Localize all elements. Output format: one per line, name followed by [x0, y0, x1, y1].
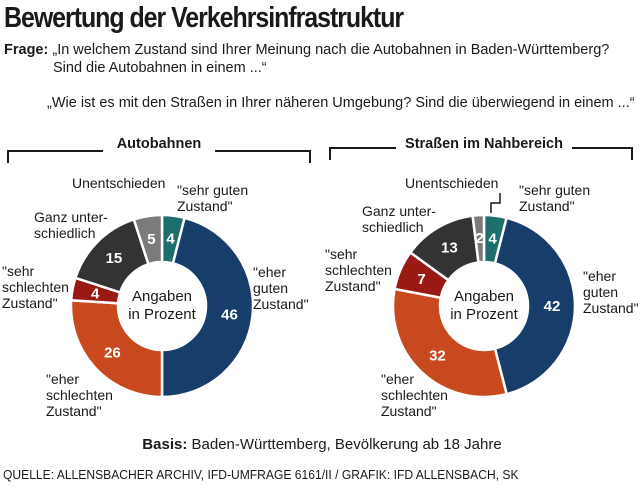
autobahnen-label-unentschieden: Unentschieden: [72, 175, 165, 191]
autobahnen-label-eher-gut: Zustand": [253, 296, 309, 312]
autobahnen-label-sehr-gut: "sehr guten: [177, 182, 248, 198]
strassen-leader-line: [490, 193, 501, 213]
strassen-label-eher-schlecht: "eher: [381, 371, 414, 387]
strassen-label-sehr-schlecht: "sehr: [325, 246, 358, 262]
autobahnen-label-eher-gut: guten: [253, 280, 288, 296]
page-title: Bewertung der Verkehrsinfrastruktur: [4, 2, 404, 34]
strassen-label-sehr-schlecht: Zustand": [325, 278, 381, 294]
autobahnen-label-sehr-schlecht: "sehr: [2, 263, 35, 279]
strassen-label-eher-gut: Zustand": [583, 300, 639, 316]
question-line-2: Sind die Autobahnen in einem ...“: [53, 60, 267, 76]
source-note: QUELLE: ALLENSBACHER ARCHIV, IFD-UMFRAGE…: [3, 467, 519, 482]
question-line-3: „Wie ist es mit den Straßen in Ihrer näh…: [47, 95, 635, 111]
question-line-1: Frage: „In welchem Zustand sind Ihrer Me…: [4, 42, 609, 58]
question-text-1: „In welchem Zustand sind Ihrer Meinung n…: [52, 42, 610, 58]
strassen-value-sehr-gut: 4: [488, 231, 497, 248]
autobahnen-bracket-right: [215, 150, 311, 163]
strassen-value-ganz-unterschiedlich: 13: [441, 239, 458, 256]
strassen-label-eher-schlecht: schlechten: [381, 387, 448, 403]
strassen-slice-unentschieden: [471, 213, 486, 264]
strassen-bracket-right: [572, 147, 633, 160]
strassen-heading: Straßen im Nahbereich: [405, 136, 563, 152]
strassen-label-eher-gut: "eher: [583, 268, 616, 284]
autobahnen-label-eher-schlecht: schlechten: [46, 387, 113, 403]
strassen-bracket-left: [329, 147, 396, 160]
strassen-center-label: Angaben: [454, 288, 514, 305]
basis-label: Basis:: [142, 436, 188, 453]
strassen-label-eher-gut: guten: [583, 284, 618, 300]
strassen-label-sehr-gut: Zustand": [519, 198, 575, 214]
autobahnen-label-sehr-gut: Zustand": [177, 198, 233, 214]
autobahnen-value-ganz-unterschiedlich: 15: [106, 250, 123, 267]
strassen-label-sehr-gut: "sehr guten: [519, 182, 590, 198]
basis-note: Basis: Baden-Württemberg, Bevölkerung ab…: [0, 436, 644, 453]
question-label: Frage:: [4, 42, 49, 58]
autobahnen-bracket-left: [7, 150, 103, 163]
strassen-label-unentschieden: Unentschieden: [405, 175, 498, 191]
autobahnen-slice-eher-gut: [160, 216, 255, 399]
autobahnen-slice-eher-schlecht: [69, 298, 164, 399]
autobahnen-value-eher-schlecht: 26: [104, 345, 121, 362]
strassen-label-sehr-schlecht: schlechten: [325, 262, 392, 278]
autobahnen-slice-unentschieden: [132, 213, 164, 266]
autobahnen-center-label: Angaben: [132, 288, 192, 305]
basis-text: Baden-Württemberg, Bevölkerung ab 18 Jah…: [191, 436, 502, 453]
autobahnen-heading: Autobahnen: [117, 136, 202, 152]
autobahnen-center-label: in Prozent: [128, 306, 196, 323]
strassen-value-eher-schlecht: 32: [429, 348, 446, 365]
autobahnen-value-eher-gut: 46: [221, 307, 238, 324]
strassen-label-ganz-unterschiedlich: Ganz unter-: [362, 203, 436, 219]
strassen-value-eher-gut: 42: [544, 298, 561, 315]
strassen-slice-eher-schlecht: [391, 287, 509, 399]
autobahnen-label-sehr-schlecht: Zustand": [2, 295, 58, 311]
autobahnen-label-ganz-unterschiedlich: Ganz unter-: [34, 209, 108, 225]
strassen-slice-eher-gut: [493, 216, 577, 396]
autobahnen-value-sehr-gut: 4: [166, 231, 175, 248]
strassen-center-label: in Prozent: [450, 306, 518, 323]
autobahnen-label-ganz-unterschiedlich: schiedlich: [34, 225, 95, 241]
strassen-value-sehr-schlecht: 7: [417, 271, 425, 288]
autobahnen-label-eher-gut: "eher: [253, 264, 286, 280]
strassen-value-unentschieden: 2: [476, 230, 484, 247]
autobahnen-value-unentschieden: 5: [147, 231, 155, 248]
autobahnen-value-sehr-schlecht: 4: [91, 285, 100, 302]
strassen-label-eher-schlecht: Zustand": [381, 403, 437, 419]
autobahnen-label-eher-schlecht: Zustand": [46, 403, 102, 419]
autobahnen-label-sehr-schlecht: schlechten: [2, 279, 69, 295]
autobahnen-label-eher-schlecht: "eher: [46, 371, 79, 387]
strassen-label-ganz-unterschiedlich: schiedlich: [362, 219, 423, 235]
